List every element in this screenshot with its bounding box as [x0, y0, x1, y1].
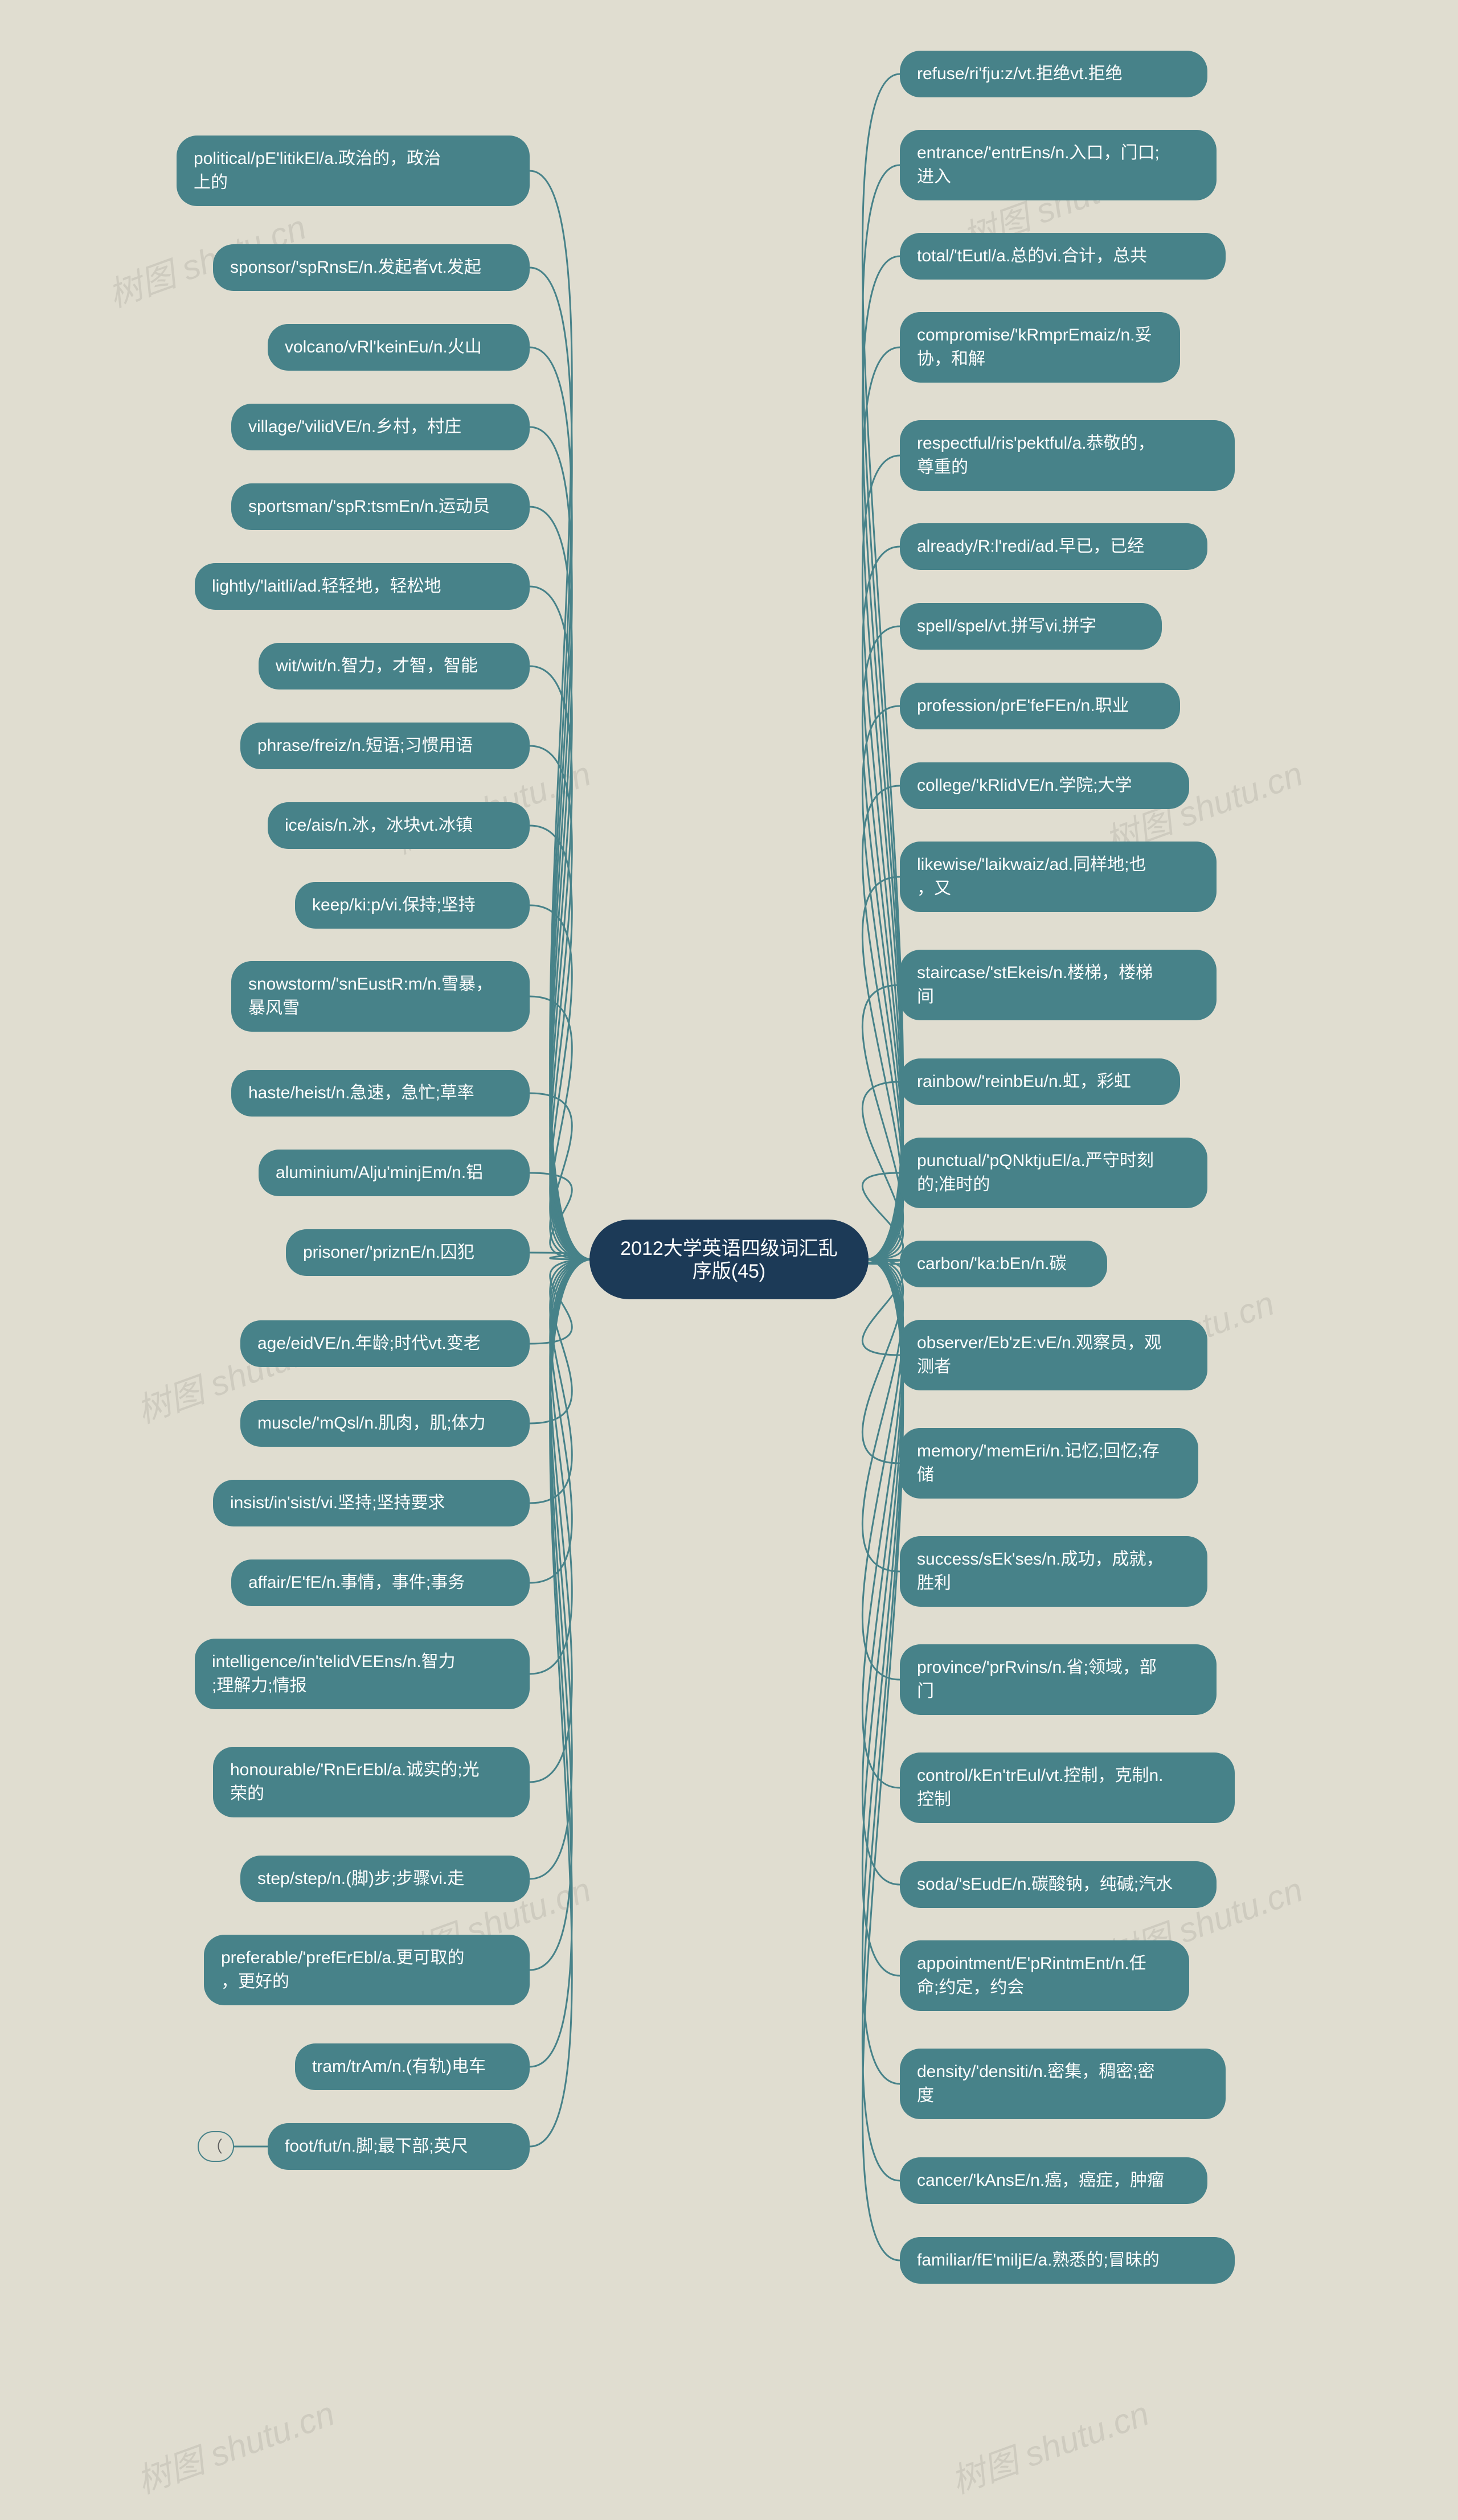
leaf-label: volcano/vRl'keinEu/n.火山 — [285, 338, 482, 356]
leaf-label: foot/fut/n.脚;最下部;英尺 — [285, 2137, 468, 2156]
leaf-label: village/'vilidVE/n.乡村，村庄 — [248, 417, 461, 436]
leaf-label: staircase/'stEkeis/n.楼梯，楼梯 — [917, 963, 1153, 982]
subleaf-label: （ — [207, 2138, 223, 2156]
leaf-node[interactable] — [900, 420, 1235, 491]
leaf-label: entrance/'entrEns/n.入口，门口; — [917, 143, 1160, 162]
center-title: 序版(45) — [693, 1261, 765, 1282]
leaf-node[interactable] — [177, 136, 530, 206]
leaf-node[interactable] — [204, 1935, 530, 2005]
leaf-node[interactable] — [900, 1752, 1235, 1823]
leaf-label: 储 — [917, 1466, 934, 1484]
leaf-label: political/pE'litikEl/a.政治的，政治 — [194, 149, 441, 168]
edge — [530, 746, 592, 1259]
leaf-label: memory/'memEri/n.记忆;回忆;存 — [917, 1442, 1160, 1460]
leaf-label: refuse/ri'fju:z/vt.拒绝vt.拒绝 — [917, 64, 1123, 83]
leaf-node[interactable] — [900, 2049, 1226, 2119]
edge — [530, 1259, 592, 1583]
leaf-node[interactable] — [231, 961, 530, 1032]
leaf-label: 间 — [917, 987, 934, 1006]
leaf-label: density/'densiti/n.密集，稠密;密 — [917, 2062, 1155, 2081]
leaf-label: tram/trAm/n.(有轨)电车 — [312, 2057, 486, 2076]
leaf-label: lightly/'laitli/ad.轻轻地，轻松地 — [212, 577, 441, 596]
leaf-label: province/'prRvins/n.省;领域，部 — [917, 1658, 1157, 1677]
leaf-label: observer/Eb'zE:vE/n.观察员，观 — [917, 1333, 1161, 1352]
center-title: 2012大学英语四级词汇乱 — [620, 1238, 838, 1259]
leaf-label: respectful/ris'pektful/a.恭敬的， — [917, 434, 1155, 453]
leaf-label: step/step/n.(脚)步;步骤vi.走 — [257, 1869, 464, 1888]
leaf-label: punctual/'pQNktjuEl/a.严守时刻 — [917, 1151, 1154, 1170]
edge — [530, 1259, 592, 1879]
leaf-label: ，又 — [917, 879, 951, 898]
mindmap-canvas: 树图 shutu.cn树图 shutu.cn树图 shutu.cn树图 shut… — [0, 0, 1458, 2520]
leaf-label: spell/spel/vt.拼写vi.拼字 — [917, 617, 1096, 635]
edge — [530, 1259, 592, 1970]
watermark-text: 树图 shutu.cn — [947, 2394, 1154, 2501]
leaf-node[interactable] — [900, 312, 1180, 383]
leaf-label: sponsor/'spRnsE/n.发起者vt.发起 — [230, 258, 481, 277]
leaf-label: 命;约定，约会 — [917, 1978, 1024, 1997]
leaf-label: 胜利 — [917, 1574, 951, 1593]
leaf-label: cancer/'kAnsE/n.癌，癌症，肿瘤 — [917, 2171, 1164, 2190]
leaf-label: 门 — [917, 1682, 934, 1701]
leaf-label: 控制 — [917, 1790, 951, 1809]
leaf-label: likewise/'laikwaiz/ad.同样地;也 — [917, 855, 1146, 874]
leaf-label: already/R:l'redi/ad.早已，已经 — [917, 537, 1144, 556]
nodes: political/pE'litikEl/a.政治的，政治上的 sponsor/'… — [177, 51, 1235, 2284]
leaf-label: profession/prE'feFEn/n.职业 — [917, 696, 1129, 715]
edge — [530, 427, 592, 1259]
leaf-label: preferable/'prefErEbl/a.更可取的 — [221, 1948, 465, 1967]
leaf-label: ，更好的 — [221, 1972, 289, 1991]
leaf-label: 度 — [917, 2086, 934, 2105]
leaf-node[interactable] — [213, 1747, 530, 1817]
leaf-label: keep/ki:p/vi.保持;坚持 — [312, 896, 476, 914]
leaf-label: 协，和解 — [917, 350, 985, 368]
leaf-label: ice/ais/n.冰，冰块vt.冰镇 — [285, 816, 473, 835]
leaf-label: college/'kRlidVE/n.学院;大学 — [917, 776, 1132, 795]
leaf-label: affair/E'fE/n.事情，事件;事务 — [248, 1573, 465, 1592]
watermark-text: 树图 shutu.cn — [132, 2394, 339, 2501]
leaf-label: compromise/'kRmprEmaiz/n.妥 — [917, 326, 1152, 344]
leaf-label: sportsman/'spR:tsmEn/n.运动员 — [248, 497, 490, 516]
edge — [530, 1259, 592, 2146]
leaf-label: intelligence/in'telidVEEns/n.智力 — [212, 1652, 456, 1671]
leaf-label: muscle/'mQsl/n.肌肉，肌;体力 — [257, 1414, 486, 1433]
leaf-label: haste/heist/n.急速，急忙;草率 — [248, 1083, 474, 1102]
leaf-label: control/kEn'trEul/vt.控制，克制n. — [917, 1766, 1164, 1785]
leaf-label: wit/wit/n.智力，才智，智能 — [275, 656, 478, 675]
leaf-label: rainbow/'reinbEu/n.虹，彩虹 — [917, 1072, 1131, 1091]
leaf-label: age/eidVE/n.年龄;时代vt.变老 — [257, 1334, 481, 1353]
leaf-label: 测者 — [917, 1357, 951, 1376]
leaf-label: insist/in'sist/vi.坚持;坚持要求 — [230, 1493, 445, 1512]
leaf-label: familiar/fE'miljE/a.熟悉的;冒昧的 — [917, 2251, 1160, 2269]
leaf-label: appointment/E'pRintmEnt/n.任 — [917, 1954, 1146, 1973]
leaf-node[interactable] — [900, 130, 1217, 200]
leaf-label: prisoner/'priznE/n.囚犯 — [303, 1243, 474, 1262]
center-node[interactable] — [589, 1220, 869, 1299]
leaf-label: aluminium/Alju'minjEm/n.铝 — [276, 1163, 483, 1182]
leaf-label: phrase/freiz/n.短语;习惯用语 — [257, 736, 473, 755]
edge — [530, 171, 592, 1259]
leaf-node[interactable] — [900, 1428, 1198, 1499]
leaf-node[interactable] — [900, 1940, 1189, 2011]
leaf-node[interactable] — [900, 1644, 1217, 1715]
leaf-label: soda/'sEudE/n.碳酸钠，纯碱;汽水 — [917, 1875, 1173, 1894]
leaf-label: honourable/'RnErEbl/a.诚实的;光 — [230, 1760, 480, 1779]
leaf-label: carbon/'ka:bEn/n.碳 — [917, 1254, 1067, 1273]
leaf-label: 进入 — [917, 167, 951, 186]
leaf-node[interactable] — [900, 842, 1217, 912]
leaf-node[interactable] — [900, 950, 1217, 1020]
leaf-label: total/'tEutl/a.总的vi.合计，总共 — [917, 247, 1147, 265]
leaf-label: 荣的 — [230, 1784, 264, 1803]
leaf-node[interactable] — [900, 1320, 1207, 1390]
leaf-node[interactable] — [900, 1138, 1207, 1208]
leaf-label: ;理解力;情报 — [212, 1676, 307, 1695]
leaf-node[interactable] — [900, 1536, 1207, 1607]
leaf-label: 暴风雪 — [248, 999, 300, 1017]
leaf-label: 尊重的 — [917, 458, 968, 477]
leaf-label: snowstorm/'snEustR:m/n.雪暴， — [248, 975, 493, 994]
leaf-label: 上的 — [194, 173, 228, 192]
leaf-label: success/sEk'ses/n.成功，成就， — [917, 1550, 1163, 1569]
leaf-label: 的;准时的 — [917, 1175, 990, 1194]
leaf-node[interactable] — [195, 1639, 530, 1709]
